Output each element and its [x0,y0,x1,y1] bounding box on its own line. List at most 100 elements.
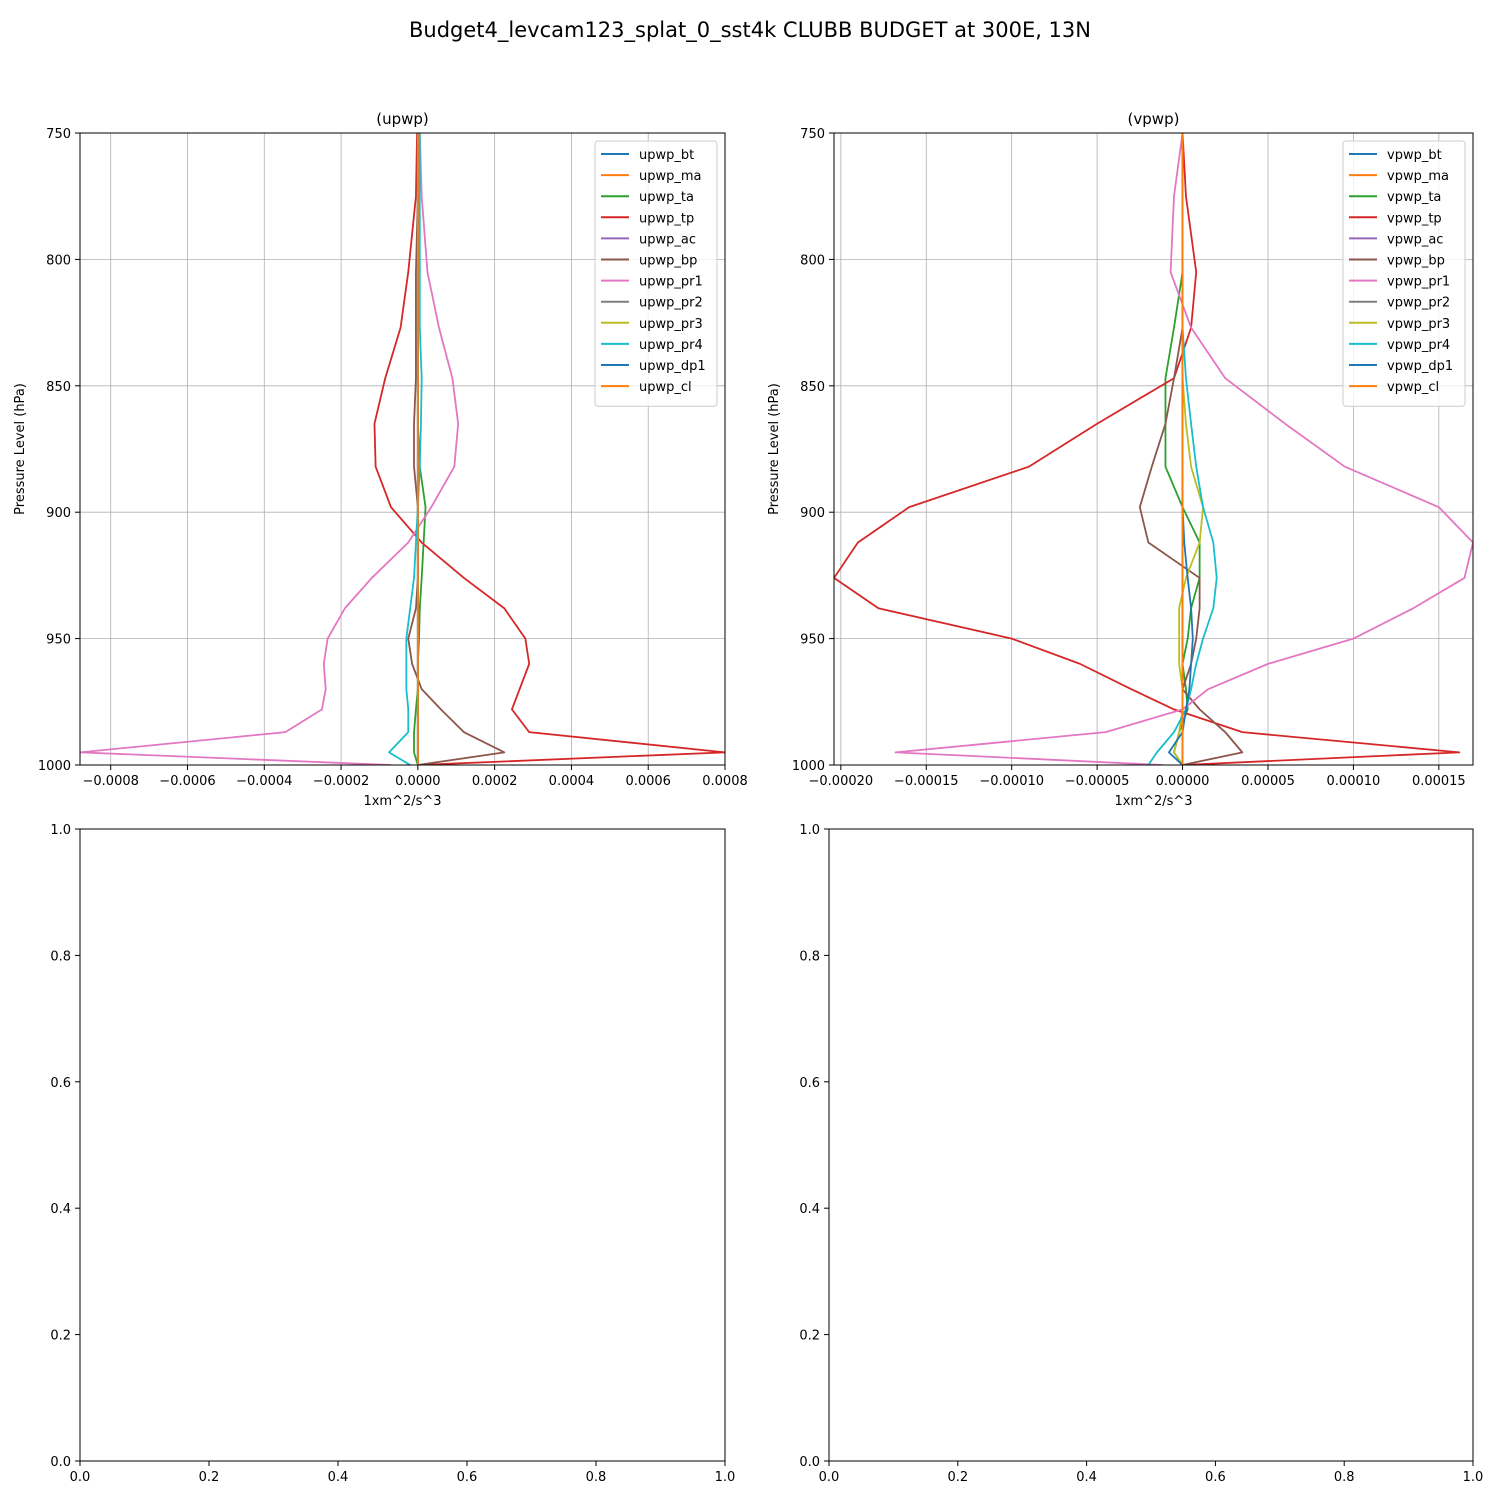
y-tick-label: 1.0 [799,823,820,838]
legend-label-vpwp_ac: vpwp_ac [1387,232,1443,247]
x-tick-label: −0.0008 [83,774,139,789]
legend-label-vpwp_dp1: vpwp_dp1 [1387,359,1453,374]
series-line-vpwp_pr1 [894,133,1473,765]
x-tick-label: −0.00010 [979,774,1044,789]
legend-label-upwp_tp: upwp_tp [639,211,694,226]
x-tick-label: 0.00005 [1241,774,1295,789]
x-tick-label: 1.0 [715,1470,736,1485]
legend-label-upwp_ac: upwp_ac [639,232,696,247]
x-tick-label: 0.00015 [1412,774,1466,789]
y-tick-label: 800 [46,253,71,268]
legend-label-upwp_pr1: upwp_pr1 [639,275,703,290]
panel-1: −0.0008 −0.0006 −0.0004 −0.0002 0.0000 0.0002… [13,110,748,809]
legend-label-vpwp_pr1: vpwp_pr1 [1387,275,1450,290]
x-tick-label: 0.2 [947,1470,968,1485]
legend-label-vpwp_cl: vpwp_cl [1387,380,1439,395]
x-axis-label: 1xm^2/s^3 [363,794,441,809]
x-tick-label: 0.0008 [702,774,748,789]
y-tick-label: 0.6 [50,1076,71,1091]
legend-label-vpwp_ta: vpwp_ta [1387,190,1441,205]
x-tick-label: 0.0002 [472,774,518,789]
y-tick-label: 1000 [792,759,825,774]
x-tick-label: −0.00015 [894,774,959,789]
y-tick-label: 850 [800,380,825,395]
legend-label-upwp_dp1: upwp_dp1 [639,359,706,374]
axes-frame [79,132,726,766]
x-tick-label: 0.4 [1076,1470,1097,1485]
legend-label-upwp_ma: upwp_ma [639,169,702,184]
panel-4: 0.0 0.2 0.4 0.6 0.8 1.0 0.0 0.2 0.4 0.6 0.8 1.0 [799,823,1483,1485]
y-tick-label: 0.6 [799,1076,820,1091]
panel-title: (vpwp) [1128,110,1180,128]
x-tick-label: 0.0 [819,1470,840,1485]
legend-label-upwp_cl: upwp_cl [639,380,692,395]
y-tick-label: 900 [800,506,825,521]
legend-label-upwp_pr2: upwp_pr2 [639,296,703,311]
y-tick-label: 0.2 [799,1329,820,1344]
y-tick-label: 1000 [38,759,71,774]
legend-label-upwp_bp: upwp_bp [639,254,697,269]
x-tick-label: 0.0004 [549,774,595,789]
y-tick-label: 0.8 [50,949,71,964]
y-tick-label: 0.8 [799,949,820,964]
legend-label-vpwp_tp: vpwp_tp [1387,211,1442,226]
y-axis-label: Pressure Level (hPa) [767,383,782,515]
y-tick-label: 800 [800,253,825,268]
legend-label-vpwp_bp: vpwp_bp [1387,254,1445,269]
y-tick-label: 0.0 [50,1455,71,1470]
legend-label-vpwp_ma: vpwp_ma [1387,169,1449,184]
x-tick-label: 0.0 [70,1470,91,1485]
axes-frame [79,828,726,1462]
figure-title: Budget4_levcam123_splat_0_sst4k CLUBB BU… [409,18,1091,43]
y-tick-label: 950 [46,633,71,648]
legend-label-upwp_bt: upwp_bt [639,148,694,163]
legend-label-vpwp_pr3: vpwp_pr3 [1387,317,1450,332]
x-tick-label: 0.6 [1205,1470,1226,1485]
x-tick-label: 1.0 [1463,1470,1484,1485]
series-line-upwp_pr1 [80,133,460,765]
x-tick-label: 0.4 [328,1470,349,1485]
x-tick-label: −0.0004 [236,774,292,789]
y-tick-label: 950 [800,633,825,648]
series-group [80,133,725,765]
y-tick-label: 750 [800,127,825,142]
y-tick-label: 1.0 [50,823,71,838]
x-tick-label: 0.6 [457,1470,478,1485]
legend-label-upwp_pr4: upwp_pr4 [639,338,703,353]
y-tick-label: 0.0 [799,1455,820,1470]
x-tick-label: 0.8 [586,1470,607,1485]
x-tick-label: 0.00010 [1327,774,1381,789]
x-tick-label: −0.0002 [313,774,369,789]
y-tick-label: 0.2 [50,1329,71,1344]
legend-label-upwp_pr3: upwp_pr3 [639,317,703,332]
legend: upwp_bt upwp_ma upwp_ta upwp_tp upwp_ac upwp_… [594,140,718,407]
x-tick-label: 0.2 [199,1470,220,1485]
x-tick-label: 0.0006 [625,774,671,789]
x-tick-label: −0.00005 [1065,774,1130,789]
x-tick-label: 0.00000 [1156,774,1210,789]
panel-title: (upwp) [376,110,429,128]
x-tick-label: 0.8 [1334,1470,1355,1485]
series-line-upwp_tp [373,133,725,765]
y-axis-label: Pressure Level (hPa) [13,383,28,515]
legend-box [594,140,718,407]
x-tick-label: −0.00020 [809,774,874,789]
axes-frame [828,828,1474,1462]
legend-box [1342,140,1466,407]
series-group [834,133,1473,765]
x-tick-label: −0.0006 [159,774,215,789]
legend-label-vpwp_pr2: vpwp_pr2 [1387,296,1450,311]
legend-label-upwp_ta: upwp_ta [639,190,694,205]
series-line-upwp_pr4 [388,133,423,765]
legend-label-vpwp_pr4: vpwp_pr4 [1387,338,1450,353]
panel-3: 0.0 0.2 0.4 0.6 0.8 1.0 0.0 0.2 0.4 0.6 0.8 1.0 [50,823,735,1485]
x-axis-label: 1xm^2/s^3 [1114,794,1192,809]
y-tick-label: 750 [46,127,71,142]
legend: vpwp_bt vpwp_ma vpwp_ta vpwp_tp vpwp_ac vpwp_… [1342,140,1466,407]
y-tick-label: 0.4 [799,1202,820,1217]
legend-label-vpwp_bt: vpwp_bt [1387,148,1442,163]
axes-frame [833,132,1474,766]
panel-2: −0.00020 −0.00015 −0.00010 −0.00005 0.00000 0… [767,110,1474,809]
y-tick-label: 850 [46,380,71,395]
